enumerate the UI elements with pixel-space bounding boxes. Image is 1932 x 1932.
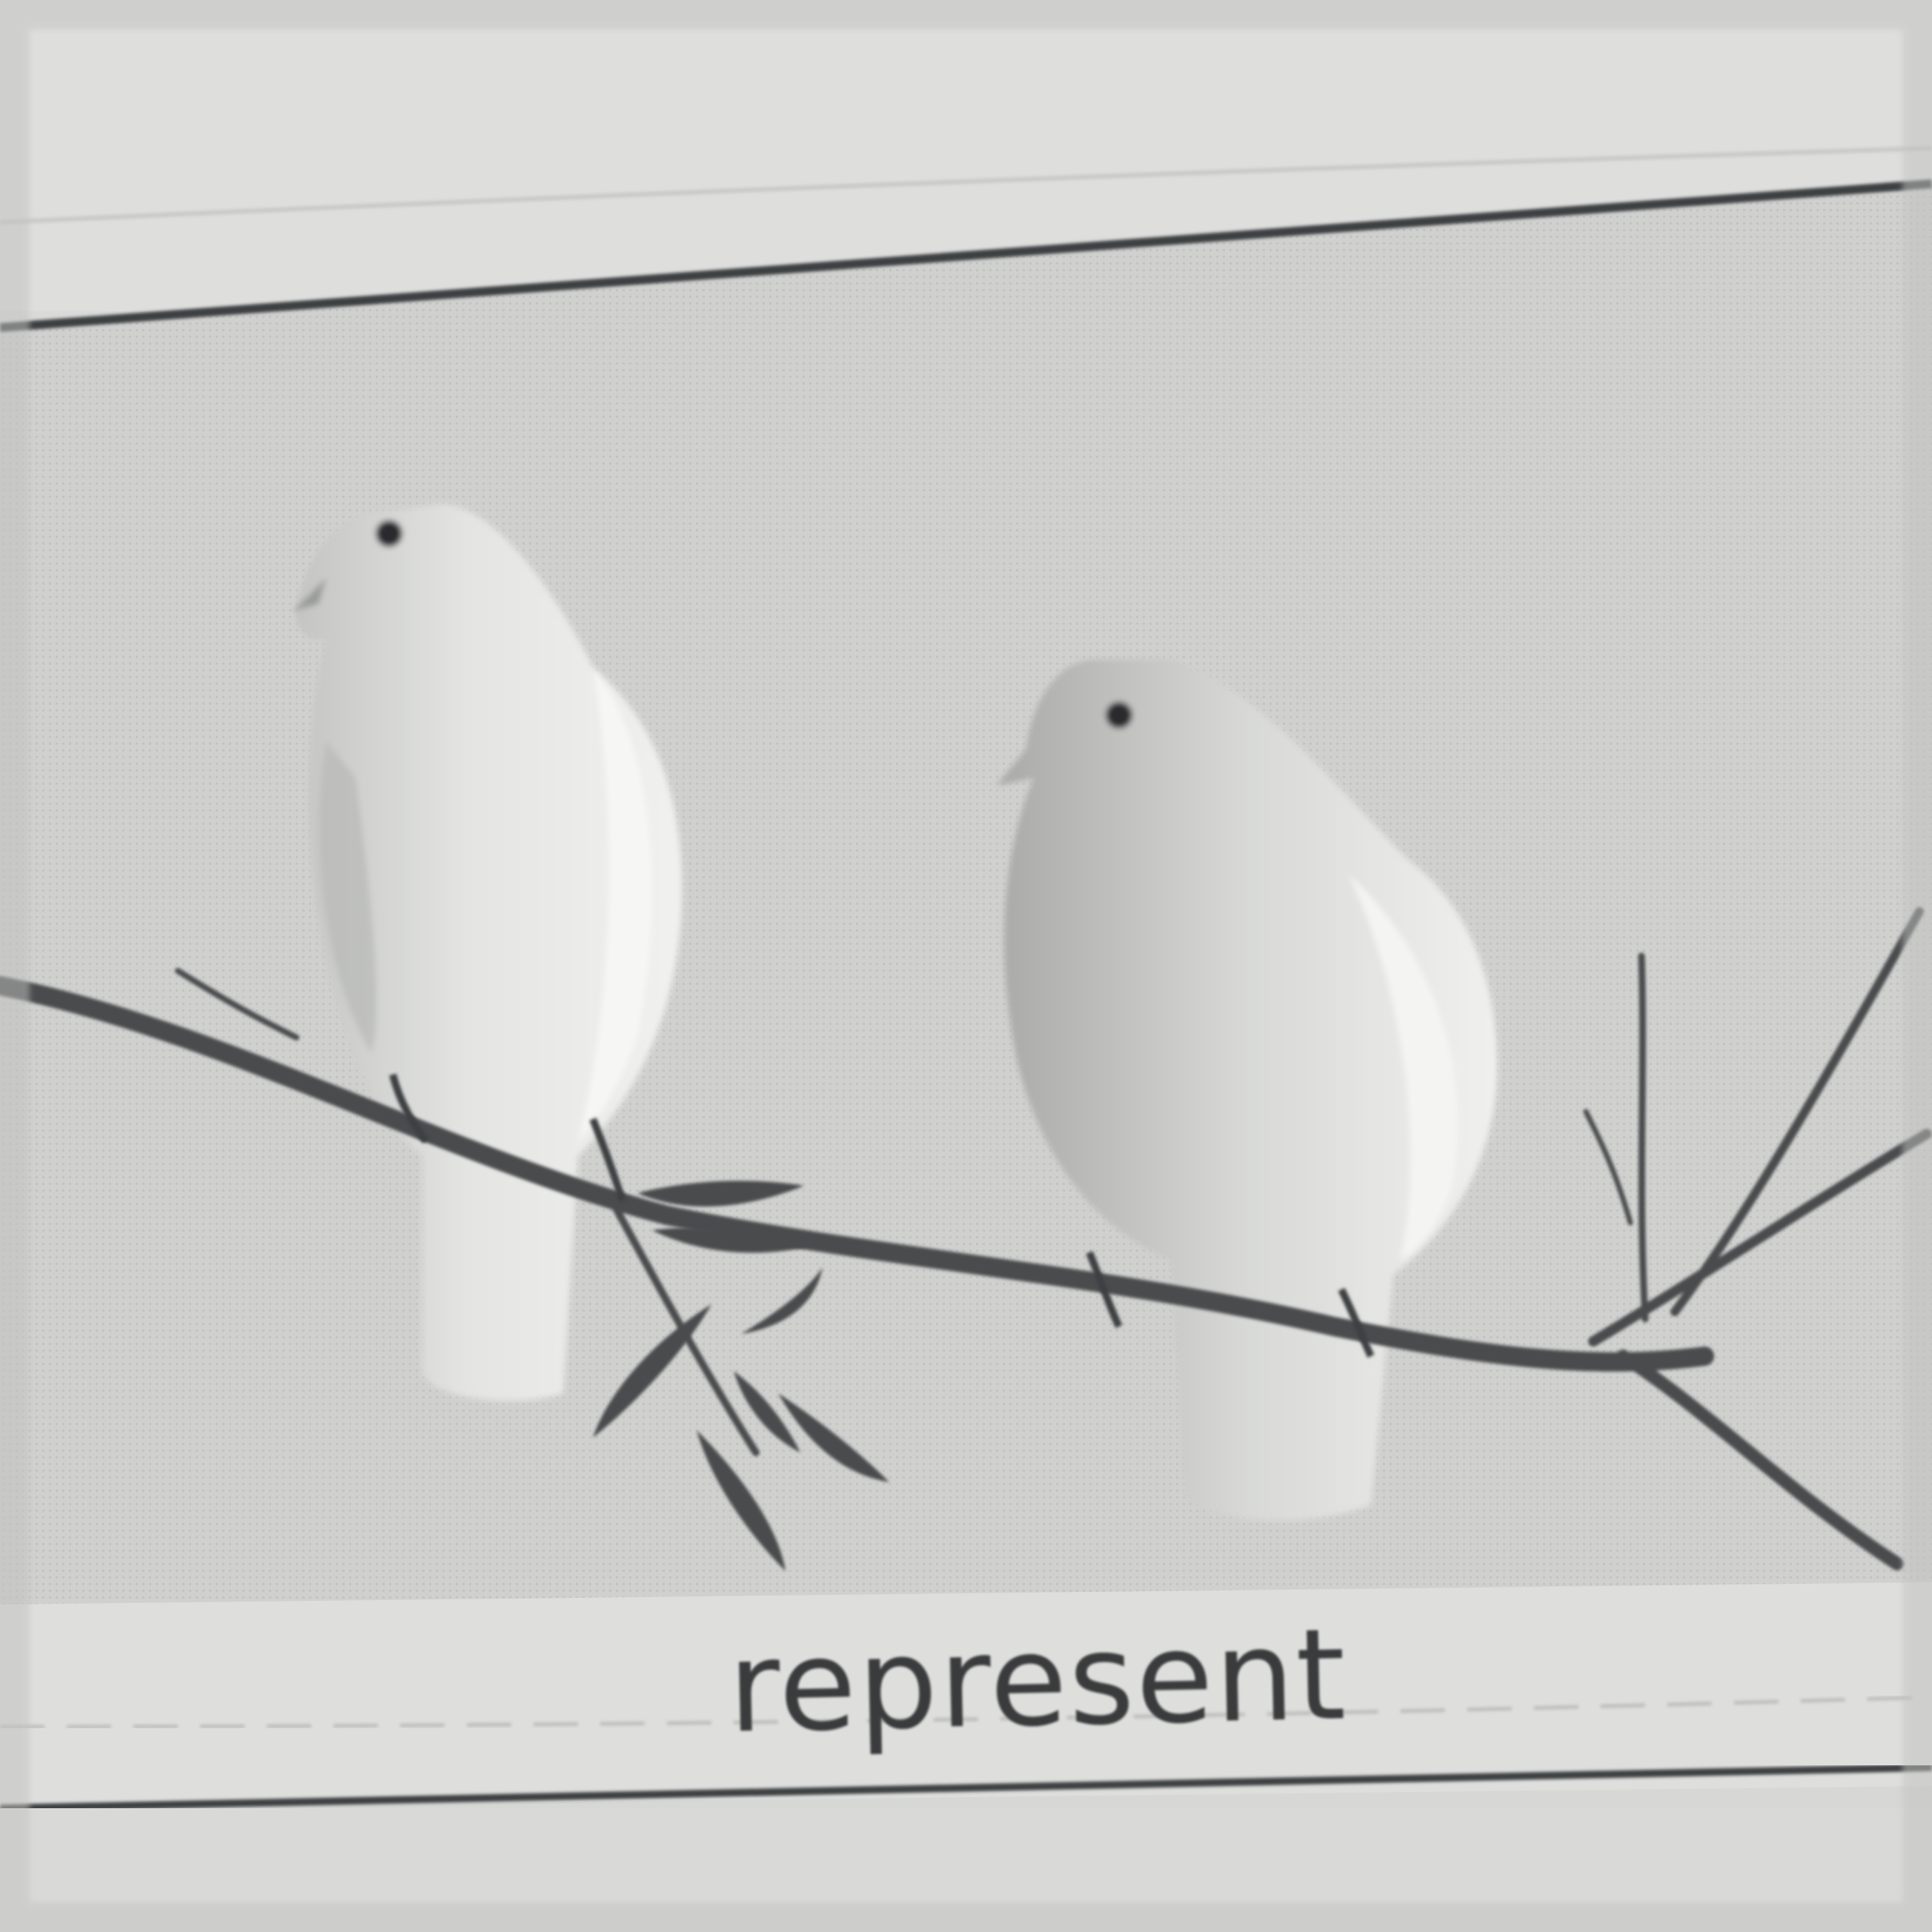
dove-feet <box>389 1073 1375 1358</box>
dove-right-eye <box>1106 702 1132 728</box>
dove-right <box>997 660 1497 1521</box>
top-rule <box>0 179 1932 332</box>
caption-word: represent <box>726 1601 1349 1762</box>
bottom-rule <box>0 1764 1932 1812</box>
olive-leaves <box>593 1181 889 1571</box>
dove-left-eye <box>376 520 402 547</box>
caption-band <box>0 1582 1932 1808</box>
dove-left <box>293 504 682 1401</box>
branch <box>0 907 1932 1570</box>
